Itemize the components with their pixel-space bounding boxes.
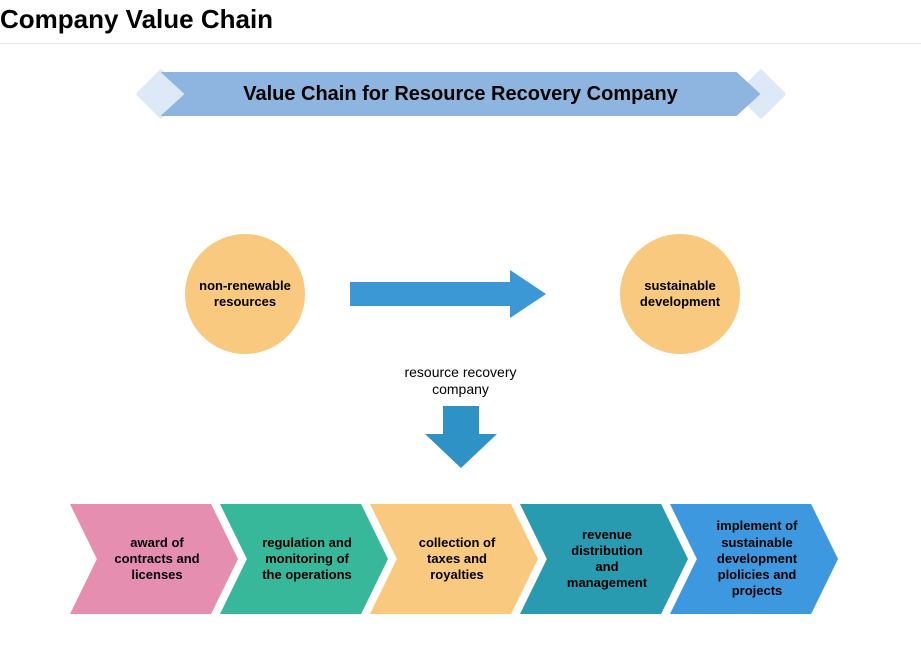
arrow-right-shaft: [350, 282, 510, 306]
value-chain-step: revenuedistributionandmanagement: [520, 504, 688, 614]
banner-text: Value Chain for Resource Recovery Compan…: [243, 83, 678, 106]
mid-label: resource recoverycompany: [371, 364, 551, 398]
value-chain-step-label: award ofcontracts andlicenses: [114, 535, 199, 584]
arrow-right-head: [510, 270, 546, 318]
circle-sustainable: sustainabledevelopment: [620, 234, 740, 354]
circle-nonrenewable-label: non-renewableresources: [199, 278, 291, 311]
banner-ribbon: Value Chain for Resource Recovery Compan…: [161, 72, 761, 116]
value-chain-step-label: revenuedistributionandmanagement: [567, 527, 647, 592]
title-banner: Value Chain for Resource Recovery Compan…: [161, 72, 761, 116]
page-title: Company Value Chain: [0, 4, 921, 35]
value-chain-steps: award ofcontracts andlicenses regulation …: [70, 504, 921, 614]
diagram-canvas: Value Chain for Resource Recovery Compan…: [0, 44, 921, 654]
value-chain-step-label: implement ofsustainabledevelopmentplolic…: [717, 518, 798, 599]
value-chain-step: regulation andmonitoring ofthe operation…: [220, 504, 388, 614]
value-chain-step-label: regulation andmonitoring ofthe operation…: [262, 535, 352, 584]
circle-nonrenewable: non-renewableresources: [185, 234, 305, 354]
value-chain-step: collection oftaxes androyalties: [370, 504, 538, 614]
value-chain-step: implement ofsustainabledevelopmentplolic…: [670, 504, 838, 614]
arrow-down-head: [425, 434, 497, 468]
arrow-down-shaft: [443, 406, 479, 434]
value-chain-step: award ofcontracts andlicenses: [70, 504, 238, 614]
value-chain-step-label: collection oftaxes androyalties: [419, 535, 496, 584]
circle-sustainable-label: sustainabledevelopment: [640, 278, 720, 311]
arrow-down: [425, 406, 497, 468]
